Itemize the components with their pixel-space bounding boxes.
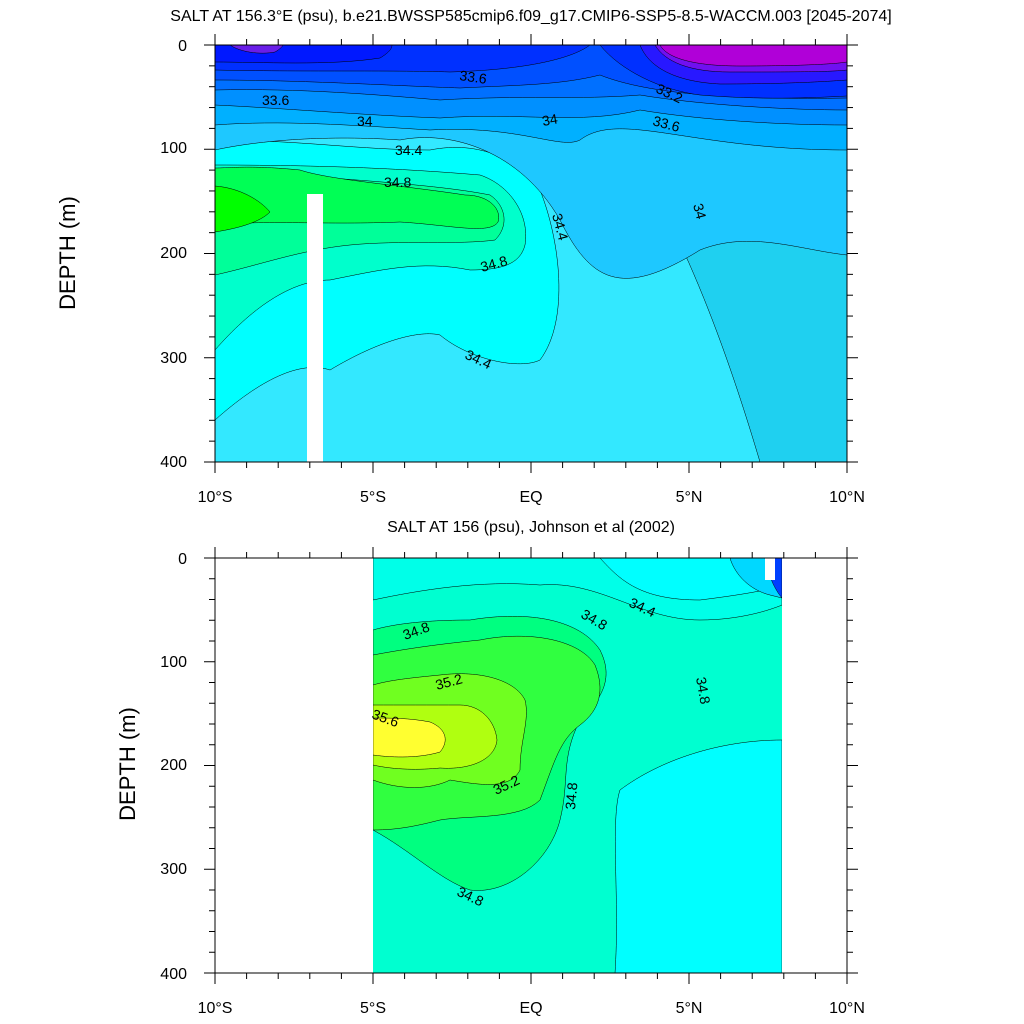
top-panel: SALT AT 156.3°E (psu), b.e21.BWSSP585cmi… <box>55 8 892 506</box>
top-field <box>215 45 847 462</box>
y-tick-label: 400 <box>160 966 187 983</box>
top-y-tick-labels: 0 100 200 300 400 <box>160 38 187 471</box>
bottom-field <box>373 558 782 973</box>
top-missing-column <box>307 194 323 462</box>
bottom-ticks <box>204 547 858 984</box>
y-tick-label: 100 <box>160 140 187 157</box>
x-tick-label: EQ <box>519 489 542 506</box>
top-title: SALT AT 156.3°E (psu), b.e21.BWSSP585cmi… <box>170 8 891 25</box>
contour-label: 34.8 <box>693 676 714 706</box>
bottom-band-yellow <box>373 717 446 758</box>
y-tick-label: 100 <box>160 654 187 671</box>
x-tick-label: 10°N <box>829 1000 865 1017</box>
x-tick-label: EQ <box>519 1000 542 1017</box>
top-band-violet-left <box>229 45 284 54</box>
x-tick-label: 10°S <box>198 489 233 506</box>
contour-label: 33.6 <box>459 67 488 87</box>
contour-label: 34 <box>541 110 559 128</box>
top-y-axis-label: DEPTH (m) <box>55 196 80 310</box>
contour-label: 34.8 <box>479 252 510 275</box>
contour-label: 33.6 <box>262 92 289 108</box>
y-tick-label: 300 <box>160 350 187 367</box>
x-tick-label: 5°N <box>676 489 703 506</box>
x-tick-label: 10°N <box>829 489 865 506</box>
bottom-y-axis-label: DEPTH (m) <box>115 707 140 821</box>
top-band-brightgreen <box>215 185 271 233</box>
bottom-y-tick-labels: 0 100 200 300 400 <box>160 551 187 983</box>
contour-label: 34 <box>357 113 373 129</box>
bottom-panel: SALT AT 156 (psu), Johnson et al (2002) … <box>115 519 865 1017</box>
x-tick-label: 5°N <box>676 1000 703 1017</box>
bottom-band-cyan-lower <box>614 739 782 973</box>
x-tick-label: 5°S <box>360 489 386 506</box>
y-tick-label: 200 <box>160 757 187 774</box>
bottom-x-tick-labels: 10°S 5°S EQ 5°N 10°N <box>198 1000 865 1017</box>
contour-label: 34.4 <box>549 212 572 243</box>
y-tick-label: 0 <box>178 38 187 55</box>
top-contour-labels: 33.6 33.6 33.2 34 34 33.6 34.4 34.8 34 3… <box>262 67 710 372</box>
y-tick-label: 400 <box>160 454 187 471</box>
y-tick-label: 200 <box>160 245 187 262</box>
contour-label: 33.6 <box>651 112 682 135</box>
contour-label: 34 <box>690 202 710 221</box>
bottom-title: SALT AT 156 (psu), Johnson et al (2002) <box>387 519 675 536</box>
top-x-tick-labels: 10°S 5°S EQ 5°N 10°N <box>198 489 865 506</box>
x-tick-label: 5°S <box>360 1000 386 1017</box>
contour-label: 34.4 <box>395 142 422 158</box>
bottom-missing-patch <box>765 558 775 580</box>
contour-label: 34.8 <box>562 782 580 811</box>
x-tick-label: 10°S <box>198 1000 233 1017</box>
top-band-magenta <box>659 45 847 67</box>
y-tick-label: 0 <box>178 551 187 568</box>
top-ticks <box>204 34 858 473</box>
contour-label: 34.8 <box>384 174 411 190</box>
y-tick-label: 300 <box>160 861 187 878</box>
top-band-green <box>215 166 500 229</box>
contour-label: 35.2 <box>434 670 465 693</box>
